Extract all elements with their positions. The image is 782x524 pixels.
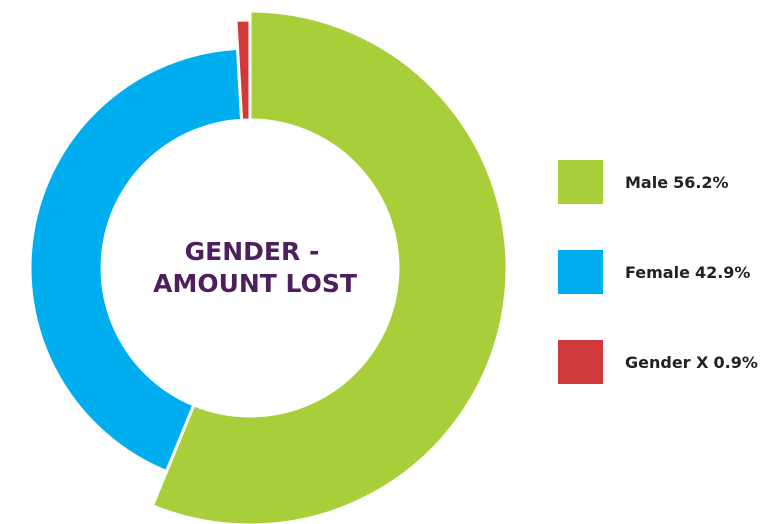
legend-category: Male (625, 173, 668, 192)
legend-value: 42.9% (695, 263, 751, 282)
legend-category: Gender X (625, 353, 709, 372)
legend-label: Male 56.2% (625, 173, 729, 192)
legend-value: 0.9% (713, 353, 757, 372)
legend-swatch (558, 340, 603, 384)
legend-value: 56.2% (673, 173, 729, 192)
donut-slice (234, 18, 252, 122)
legend-label: Gender X 0.9% (625, 353, 758, 372)
legend-swatch (558, 160, 603, 204)
donut-slice (28, 46, 244, 474)
legend-swatch (558, 250, 603, 294)
legend-label: Female 42.9% (625, 263, 750, 282)
chart-title: AMOUNT LOST (153, 269, 357, 298)
legend-category: Female (625, 263, 690, 282)
donut-slice (150, 9, 509, 524)
chart-title: GENDER - (185, 237, 320, 266)
